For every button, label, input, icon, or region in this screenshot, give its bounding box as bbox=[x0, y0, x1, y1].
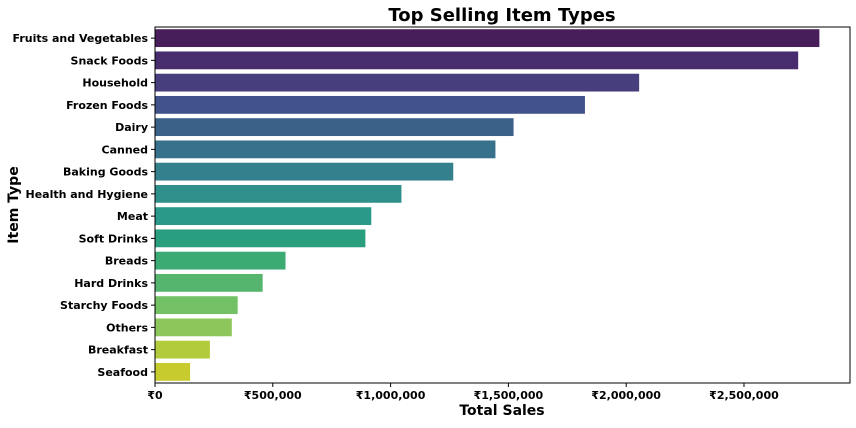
bar-hard-drinks bbox=[155, 273, 263, 292]
y-tick-label-fruits-and-vegetables: Fruits and Vegetables bbox=[13, 32, 149, 45]
y-tick-label-hard-drinks: Hard Drinks bbox=[74, 277, 148, 290]
x-tick-label: ₹1,500,000 bbox=[474, 389, 544, 402]
y-axis-label: Item Type bbox=[6, 166, 22, 243]
bar-canned bbox=[155, 140, 496, 159]
y-tick-label-seafood: Seafood bbox=[97, 366, 148, 379]
bar-breakfast bbox=[155, 340, 210, 359]
x-tick-label: ₹0 bbox=[147, 389, 163, 402]
bar-soft-drinks bbox=[155, 229, 366, 248]
x-tick-label: ₹500,000 bbox=[244, 389, 302, 402]
y-tick-label-canned: Canned bbox=[102, 143, 149, 156]
x-tick-label: ₹1,000,000 bbox=[356, 389, 426, 402]
y-tick-label-breads: Breads bbox=[105, 255, 149, 268]
x-tick-label: ₹2,000,000 bbox=[591, 389, 661, 402]
x-axis-label: Total Sales bbox=[459, 403, 544, 419]
y-tick-label-soft-drinks: Soft Drinks bbox=[79, 232, 149, 245]
plot-frame bbox=[154, 26, 851, 384]
bar-baking-goods bbox=[155, 162, 454, 181]
y-tick-label-dairy: Dairy bbox=[115, 121, 148, 134]
y-tick-label-health-and-hygiene: Health and Hygiene bbox=[25, 188, 148, 201]
x-tick-label: ₹2,500,000 bbox=[709, 389, 779, 402]
bar-seafood bbox=[155, 362, 191, 381]
y-tick-label-breakfast: Breakfast bbox=[88, 344, 148, 357]
bar-fruits-and-vegetables bbox=[155, 29, 820, 48]
y-tick-labels: Fruits and Vegetables Snack Foods Househol… bbox=[13, 32, 155, 379]
y-tick-label-meat: Meat bbox=[117, 210, 148, 223]
bars-group bbox=[155, 29, 820, 381]
bar-dairy bbox=[155, 118, 514, 137]
y-tick-label-frozen-foods: Frozen Foods bbox=[66, 99, 148, 112]
bar-starchy-foods bbox=[155, 296, 238, 315]
bar-snack-foods bbox=[155, 51, 799, 70]
bar-breads bbox=[155, 251, 286, 270]
y-tick-label-baking-goods: Baking Goods bbox=[63, 166, 148, 179]
bar-health-and-hygiene bbox=[155, 184, 402, 203]
bar-others bbox=[155, 318, 232, 337]
y-tick-label-snack-foods: Snack Foods bbox=[71, 54, 149, 67]
y-tick-label-starchy-foods: Starchy Foods bbox=[60, 299, 148, 312]
x-axis-ticks: ₹0 ₹500,000 ₹1,000,000 ₹1,500,000 ₹2,000,000… bbox=[147, 383, 779, 402]
bar-household bbox=[155, 73, 640, 92]
chart-title: Top Selling Item Types bbox=[388, 5, 615, 26]
y-tick-label-household: Household bbox=[82, 77, 148, 90]
bar-frozen-foods bbox=[155, 95, 585, 114]
bar-meat bbox=[155, 207, 372, 226]
y-tick-label-others: Others bbox=[106, 321, 148, 334]
